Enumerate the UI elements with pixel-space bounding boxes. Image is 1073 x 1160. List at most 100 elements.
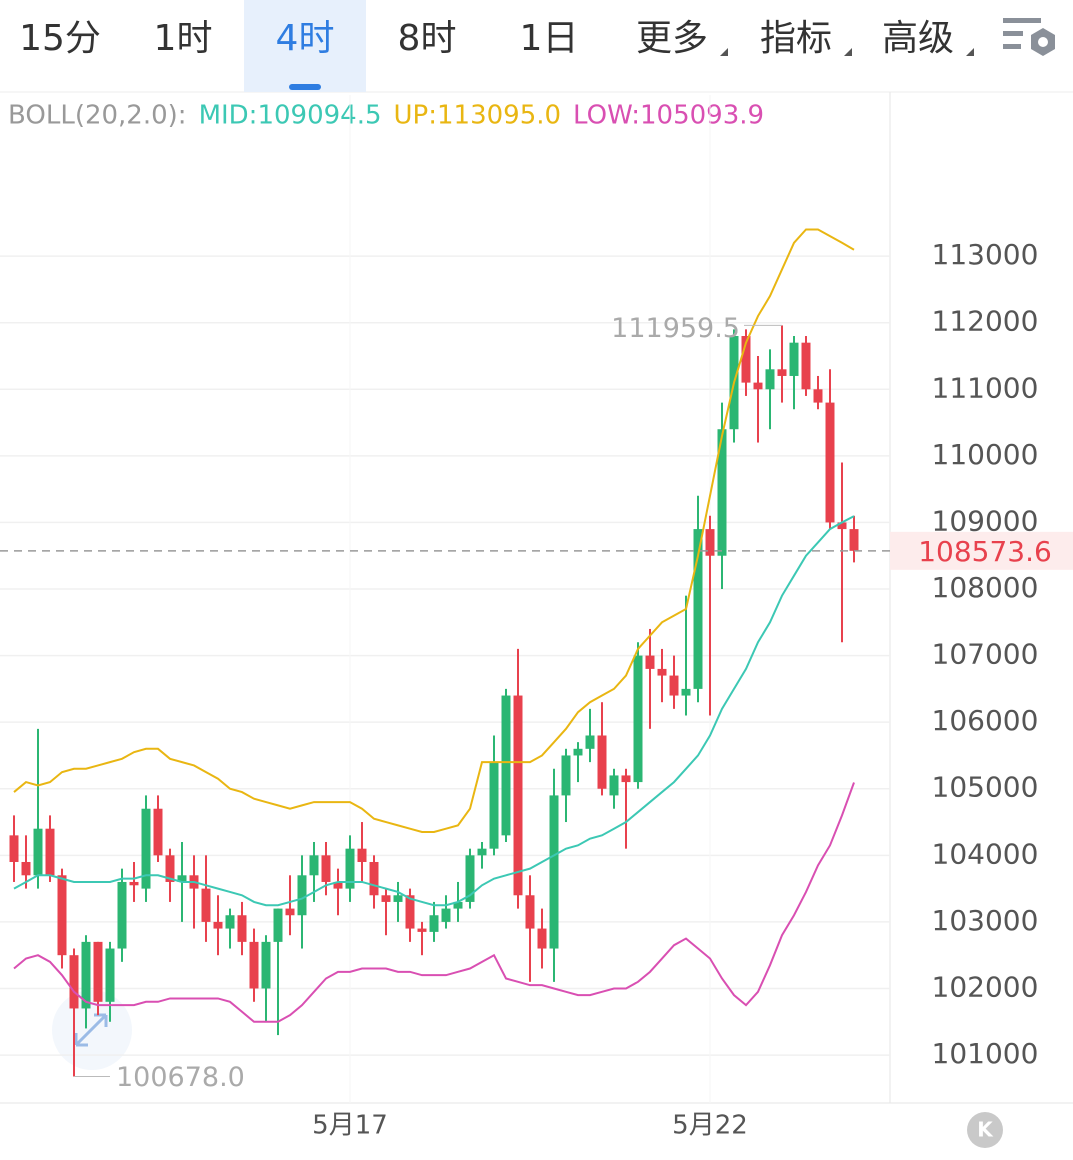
indicator-legend: UP:113095.0 [394,101,562,131]
candle-body [453,901,463,909]
candle-body [837,522,847,530]
candle-body [513,695,523,896]
boll-line [13,515,855,907]
candle-body [717,429,727,556]
y-tick-label: 107000 [932,638,1039,671]
k-button[interactable] [967,1112,1003,1148]
x-tick-label: 5月17 [312,1111,388,1141]
tab-underline [289,84,321,90]
tab[interactable]: 1时 [154,18,213,59]
candle-body [681,688,691,696]
candle-body [825,402,835,523]
candle-body [429,915,439,932]
tab[interactable]: 更多 [636,18,708,59]
candle-body [849,529,859,551]
candle-body [81,941,91,1009]
candle-body [309,855,319,876]
candle-body [273,908,283,942]
candle-body [741,336,751,383]
tab[interactable]: 1日 [520,18,579,59]
y-tick-label: 106000 [932,704,1039,737]
candle-body [477,848,487,856]
candle-body [9,835,19,862]
y-tick-label: 103000 [932,904,1039,937]
candle-body [345,848,355,889]
indicator-legend: LOW:105093.9 [573,101,764,131]
tab[interactable]: 8时 [398,18,457,59]
expand-icon [74,1013,108,1047]
y-tick-label: 111000 [932,371,1039,404]
candle-body [765,369,775,390]
y-tick-label: 112000 [932,305,1039,338]
last-price-tag [890,531,1073,570]
candle-body [69,955,79,1009]
dropdown-mark [966,48,974,56]
tab-bar [0,0,1073,92]
candle-body [45,828,55,876]
candle-body [285,908,295,916]
candle-body [21,861,31,876]
tab-selected-bg [244,0,366,92]
candle-body [465,855,475,902]
boll-line [13,782,855,1023]
candle-body [201,888,211,922]
candle-body [321,855,331,882]
candle-body [93,941,103,1002]
candle-body [393,895,403,902]
candle-body [525,895,535,929]
candle-body [105,948,115,1002]
candle-body [57,875,67,956]
candle-body [33,828,43,876]
candle-body [801,342,811,390]
candle-body [777,369,787,376]
candle-body [549,795,559,949]
last-price-label: 108573.6 [918,535,1052,568]
tab[interactable]: 4时 [276,18,335,59]
candle-body [369,861,379,896]
candle-body [381,895,391,902]
y-tick-label: 110000 [932,438,1039,471]
candle-body [237,915,247,942]
y-tick-label: 104000 [932,837,1039,870]
candle-body [117,881,127,949]
candle-body [621,775,631,783]
candle-body [585,735,595,749]
y-tick-label: 102000 [932,970,1039,1003]
y-tick-label: 101000 [932,1037,1039,1070]
candle-body [297,875,307,916]
candle-body [417,928,427,932]
settings-icon[interactable] [1003,18,1055,56]
candle-body [753,382,763,390]
candle-body [633,655,643,783]
candle-body [561,755,571,796]
candle-body [441,908,451,922]
candle-body [249,941,259,989]
tab[interactable]: 15分 [19,18,101,59]
candle-body [645,655,655,669]
indicator-legend: MID:109094.5 [199,101,382,131]
dropdown-mark [844,48,852,56]
dropdown-mark [720,48,728,56]
candle-body [693,529,703,689]
candle-body [669,675,679,696]
indicator-legend: BOLL(20,2.0): [8,101,187,131]
candle-body [789,342,799,376]
candle-body [213,921,223,929]
candle-body [657,668,667,676]
candle-body [597,735,607,789]
candle-body [489,762,499,849]
y-tick-label: 108000 [932,571,1039,604]
tab[interactable]: 指标 [760,18,832,59]
candle-body [261,941,271,989]
candle-body [537,928,547,949]
candle-body [225,915,235,929]
y-tick-label: 113000 [932,238,1039,271]
k-button-label: K [977,1118,994,1142]
tab[interactable]: 高级 [882,18,954,59]
candle-body [141,808,151,889]
x-tick-label: 5月22 [672,1111,748,1141]
candle-body [129,881,139,886]
candle-body [165,855,175,882]
